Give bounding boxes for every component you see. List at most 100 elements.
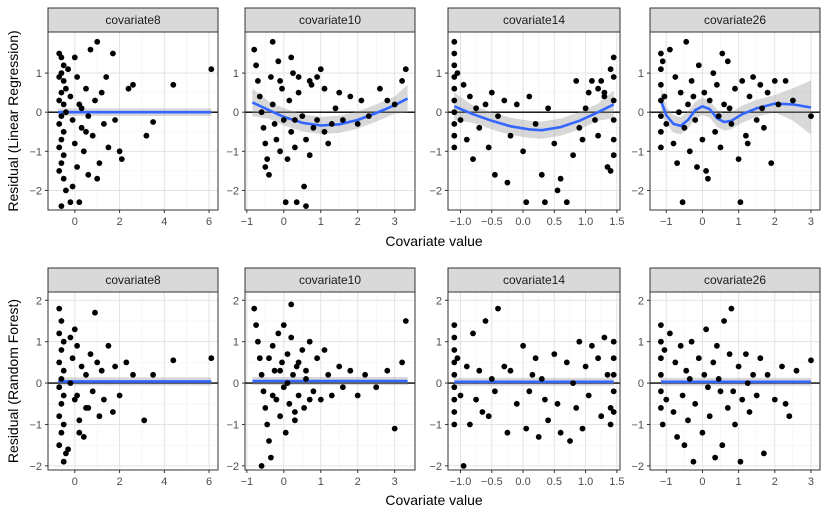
data-point	[310, 124, 317, 131]
data-point	[266, 438, 272, 444]
data-point	[71, 326, 78, 333]
data-point	[299, 347, 306, 353]
data-point	[607, 405, 614, 411]
data-point	[60, 78, 67, 84]
data-point	[658, 338, 664, 345]
data-point	[260, 388, 267, 395]
data-point	[286, 97, 293, 104]
data-point	[340, 117, 346, 123]
data-point	[735, 363, 742, 370]
data-point	[282, 199, 289, 206]
x-tick-label: 0	[281, 476, 287, 488]
data-point	[277, 367, 283, 374]
data-point	[269, 342, 276, 349]
data-point	[710, 70, 717, 76]
data-point	[526, 388, 533, 395]
facet-strip-label: covariate26	[704, 273, 766, 287]
data-point	[284, 156, 291, 163]
data-point	[295, 89, 302, 96]
data-point	[271, 367, 278, 374]
data-point	[757, 355, 764, 362]
panel-row2-covariate14: covariate14 −1.0 −0.5 0.0 0.5 1.0 1.5 −2 −1 0 1 2	[429, 267, 625, 488]
data-point	[56, 384, 63, 391]
data-point	[724, 58, 731, 65]
data-point	[793, 367, 800, 374]
data-point	[542, 199, 548, 206]
data-point	[89, 388, 96, 395]
data-point	[170, 81, 177, 88]
data-point	[610, 136, 617, 143]
data-point	[610, 152, 617, 159]
data-point	[661, 347, 668, 353]
data-point	[280, 322, 287, 328]
data-point	[750, 371, 756, 378]
data-point	[56, 413, 63, 420]
data-point	[290, 70, 296, 76]
data-point	[253, 62, 259, 69]
x-tick-label: 4	[161, 216, 167, 228]
data-point	[336, 363, 343, 370]
data-point	[728, 305, 735, 312]
data-point	[724, 405, 731, 411]
data-point	[690, 93, 697, 100]
data-point	[260, 124, 267, 131]
data-point	[786, 413, 793, 420]
data-point	[303, 376, 309, 382]
data-point	[60, 458, 67, 465]
x-tick-label: 1.0	[578, 476, 593, 488]
data-point	[60, 338, 67, 345]
data-point	[74, 342, 80, 349]
panel-row1-covariate8: covariate8 0 2 4 6 −2 −1 0 1	[29, 7, 219, 228]
x-tick-label: 3	[392, 476, 398, 488]
data-point	[688, 338, 695, 345]
data-point	[269, 392, 276, 399]
data-point	[492, 388, 498, 395]
data-point	[56, 330, 63, 337]
data-point	[715, 376, 722, 382]
y-tick-label: 1	[36, 337, 42, 349]
y-tick-label: 0	[638, 378, 644, 390]
x-tick-label: 2	[355, 216, 361, 228]
panel-border	[47, 31, 219, 211]
data-point	[314, 117, 320, 123]
data-point	[273, 396, 280, 403]
data-point	[706, 413, 713, 420]
data-point	[771, 396, 778, 403]
data-point	[58, 136, 65, 143]
data-point	[451, 322, 458, 328]
data-point	[595, 85, 601, 92]
data-point	[686, 376, 693, 382]
data-point	[712, 128, 718, 135]
x-tick-label: 0.0	[515, 216, 530, 228]
data-point	[661, 93, 668, 100]
data-point	[118, 156, 125, 163]
data-point	[384, 367, 391, 374]
facet-strip	[649, 7, 821, 33]
x-tick-label: 2	[772, 216, 778, 228]
data-point	[354, 392, 361, 399]
y-tick-label: −2	[631, 185, 644, 197]
x-tick-label: 1	[736, 216, 742, 228]
data-point	[60, 392, 67, 399]
data-point	[69, 117, 76, 123]
data-point	[470, 330, 476, 337]
data-point	[314, 74, 320, 80]
data-point	[454, 70, 461, 76]
data-point	[601, 93, 608, 100]
data-point	[451, 371, 458, 378]
data-point	[71, 54, 78, 61]
data-point	[538, 171, 545, 178]
data-point	[779, 363, 785, 370]
panel-border	[244, 31, 416, 211]
data-point	[520, 342, 526, 349]
data-point	[607, 421, 614, 428]
panel-row2-covariate26: covariate26 −1 0 1 2 3 −2 −1 0 1 2	[631, 267, 821, 488]
data-point	[58, 89, 65, 96]
data-point	[701, 89, 708, 96]
data-point	[610, 117, 617, 123]
data-point	[105, 342, 112, 349]
data-point	[78, 124, 85, 131]
data-point	[658, 355, 664, 362]
data-point	[273, 136, 280, 143]
y-tick-label: 0	[36, 378, 42, 390]
